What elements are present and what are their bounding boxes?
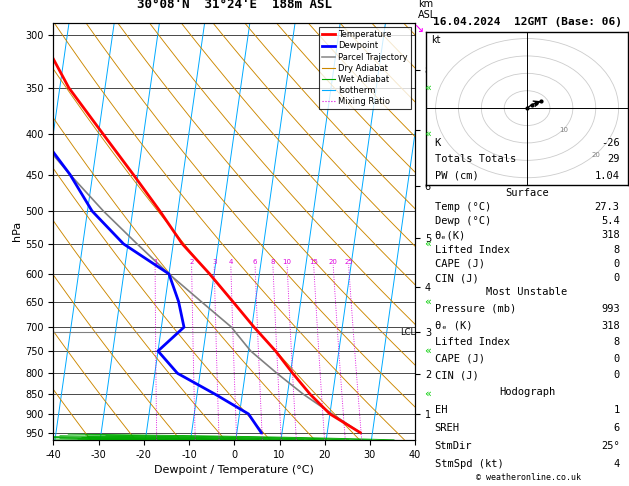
Text: LCL: LCL <box>400 328 415 337</box>
Text: «: « <box>425 239 431 249</box>
Text: 3: 3 <box>212 259 216 265</box>
Text: θₑ(K): θₑ(K) <box>435 230 465 241</box>
Text: Totals Totals: Totals Totals <box>435 155 516 164</box>
Text: 4: 4 <box>613 459 620 469</box>
Text: 0: 0 <box>613 259 620 269</box>
Text: 0: 0 <box>613 370 620 381</box>
Text: 27.3: 27.3 <box>594 202 620 212</box>
Text: 20: 20 <box>329 259 338 265</box>
Text: 6: 6 <box>613 423 620 433</box>
Text: 2: 2 <box>189 259 194 265</box>
Text: «: « <box>425 129 431 139</box>
Text: StmSpd (kt): StmSpd (kt) <box>435 459 503 469</box>
Text: Surface: Surface <box>505 188 549 198</box>
Text: 4: 4 <box>228 259 233 265</box>
Text: 10: 10 <box>282 259 292 265</box>
Text: 16.04.2024  12GMT (Base: 06): 16.04.2024 12GMT (Base: 06) <box>433 17 621 27</box>
X-axis label: Dewpoint / Temperature (°C): Dewpoint / Temperature (°C) <box>154 465 314 475</box>
Text: CAPE (J): CAPE (J) <box>435 354 484 364</box>
Text: θₑ (K): θₑ (K) <box>435 320 472 330</box>
Text: PW (cm): PW (cm) <box>435 171 478 181</box>
Text: 1: 1 <box>613 405 620 415</box>
Text: «: « <box>425 389 431 399</box>
Text: Temp (°C): Temp (°C) <box>435 202 491 212</box>
Text: 30°08'N  31°24'E  188m ASL: 30°08'N 31°24'E 188m ASL <box>136 0 332 11</box>
Text: «: « <box>425 346 431 356</box>
Text: 25°: 25° <box>601 441 620 451</box>
Text: 993: 993 <box>601 304 620 314</box>
Text: CIN (J): CIN (J) <box>435 273 478 283</box>
Text: CAPE (J): CAPE (J) <box>435 259 484 269</box>
Text: 10: 10 <box>559 127 568 134</box>
Text: 1: 1 <box>153 259 157 265</box>
Text: 29: 29 <box>607 155 620 164</box>
Text: StmDir: StmDir <box>435 441 472 451</box>
Text: Most Unstable: Most Unstable <box>486 287 568 297</box>
Text: 20: 20 <box>591 152 600 158</box>
Text: 0: 0 <box>613 273 620 283</box>
Legend: Temperature, Dewpoint, Parcel Trajectory, Dry Adiabat, Wet Adiabat, Isotherm, Mi: Temperature, Dewpoint, Parcel Trajectory… <box>319 27 411 109</box>
Text: SREH: SREH <box>435 423 460 433</box>
Text: 5.4: 5.4 <box>601 216 620 226</box>
Text: K: K <box>435 138 441 148</box>
Text: kt: kt <box>431 35 440 45</box>
Text: 318: 318 <box>601 320 620 330</box>
Text: Hodograph: Hodograph <box>499 387 555 397</box>
Text: Dewp (°C): Dewp (°C) <box>435 216 491 226</box>
Text: © weatheronline.co.uk: © weatheronline.co.uk <box>476 473 581 482</box>
Text: Lifted Index: Lifted Index <box>435 337 509 347</box>
Text: 0: 0 <box>613 354 620 364</box>
Text: 25: 25 <box>344 259 353 265</box>
Text: «: « <box>425 83 431 93</box>
Y-axis label: hPa: hPa <box>13 221 23 242</box>
Text: 8: 8 <box>613 244 620 255</box>
Text: 8: 8 <box>613 337 620 347</box>
Text: «: « <box>425 296 431 307</box>
Text: Lifted Index: Lifted Index <box>435 244 509 255</box>
Text: EH: EH <box>435 405 447 415</box>
Text: 8: 8 <box>270 259 275 265</box>
Text: km
ASL: km ASL <box>418 0 437 20</box>
Text: 318: 318 <box>601 230 620 241</box>
Text: 6: 6 <box>253 259 257 265</box>
Text: -26: -26 <box>601 138 620 148</box>
Text: ↘: ↘ <box>413 22 423 35</box>
Text: 15: 15 <box>309 259 318 265</box>
Text: CIN (J): CIN (J) <box>435 370 478 381</box>
Text: 1.04: 1.04 <box>594 171 620 181</box>
Text: Pressure (mb): Pressure (mb) <box>435 304 516 314</box>
